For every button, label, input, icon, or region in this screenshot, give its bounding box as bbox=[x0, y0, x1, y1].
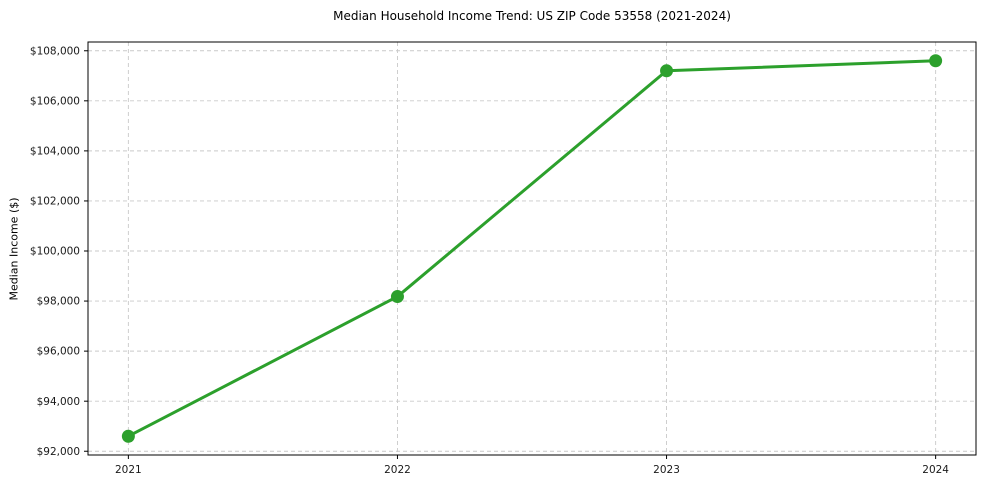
data-point-2023 bbox=[660, 64, 674, 78]
plot-border bbox=[87, 41, 977, 456]
x-tick-label: 2023 bbox=[653, 464, 680, 476]
y-tick-label: $104,000 bbox=[30, 145, 80, 157]
y-tick-label: $108,000 bbox=[30, 45, 80, 57]
y-tick-label: $92,000 bbox=[37, 446, 80, 458]
y-tick-label: $106,000 bbox=[30, 95, 80, 107]
data-point-2022 bbox=[390, 290, 404, 304]
x-tick-label: 2021 bbox=[115, 464, 142, 476]
x-tick-label: 2024 bbox=[922, 464, 949, 476]
y-tick-label: $96,000 bbox=[37, 346, 80, 358]
y-tick-label: $100,000 bbox=[30, 246, 80, 258]
chart-title: Median Household Income Trend: US ZIP Co… bbox=[333, 9, 731, 23]
trend-line bbox=[126, 59, 938, 438]
y-tick-label: $98,000 bbox=[37, 296, 80, 308]
y-tick-label: $102,000 bbox=[30, 196, 80, 208]
data-point-2024 bbox=[929, 54, 943, 68]
data-point-2021 bbox=[121, 429, 135, 443]
y-tick-label: $94,000 bbox=[37, 396, 80, 408]
x-tick-label: 2022 bbox=[384, 464, 411, 476]
